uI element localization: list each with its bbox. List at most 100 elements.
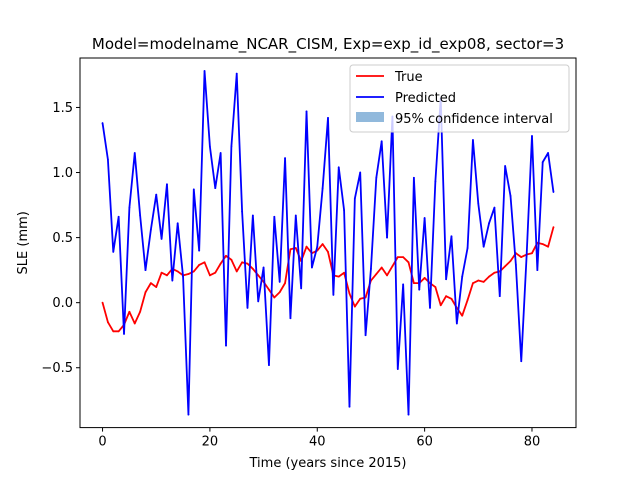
point-true-19 (203, 261, 206, 264)
point-predicted-69 (472, 139, 474, 141)
chart-title: Model=modelname_NCAR_CISM, Exp=exp_id_ex… (92, 35, 564, 54)
point-predicted-35 (289, 317, 292, 320)
point-predicted-26 (241, 210, 244, 213)
point-predicted-10 (155, 193, 158, 196)
point-predicted-15 (182, 275, 184, 278)
point-true-38 (305, 245, 308, 248)
point-true-2 (112, 330, 115, 333)
x-tick-label: 80 (524, 435, 541, 450)
point-predicted-21 (214, 187, 217, 190)
point-true-32 (273, 296, 276, 299)
point-true-65 (450, 297, 453, 300)
point-predicted-13 (171, 279, 174, 282)
legend: True Predicted 95% confidence interval (349, 64, 570, 133)
point-predicted-7 (139, 214, 142, 217)
point-predicted-38 (305, 110, 308, 113)
point-true-57 (407, 261, 410, 264)
point-predicted-48 (359, 171, 362, 174)
point-true-6 (133, 322, 136, 325)
point-predicted-16 (187, 413, 190, 416)
point-predicted-82 (541, 161, 544, 164)
point-predicted-0 (101, 122, 104, 124)
point-true-44 (337, 275, 340, 278)
point-true-25 (235, 270, 238, 273)
point-true-64 (445, 295, 447, 298)
point-true-63 (439, 304, 442, 307)
axes-frame (79, 57, 577, 429)
point-true-24 (230, 258, 233, 261)
point-predicted-19 (203, 70, 206, 72)
point-true-67 (461, 314, 464, 317)
point-true-17 (192, 270, 195, 273)
point-predicted-74 (498, 295, 501, 298)
point-true-72 (488, 275, 490, 278)
point-true-41 (321, 243, 324, 246)
point-true-48 (359, 297, 362, 300)
point-true-22 (219, 262, 222, 265)
point-true-0 (101, 301, 104, 304)
point-true-71 (482, 280, 485, 283)
y-tick-label: 0.0 (52, 296, 73, 311)
legend-box (349, 64, 570, 133)
point-predicted-57 (407, 413, 410, 416)
point-predicted-29 (257, 300, 260, 303)
point-true-51 (375, 273, 378, 275)
point-predicted-80 (531, 135, 533, 137)
point-true-73 (493, 271, 496, 274)
point-true-8 (144, 291, 147, 294)
x-tick-label: 60 (416, 435, 433, 450)
point-true-29 (257, 274, 260, 277)
point-predicted-28 (251, 214, 254, 217)
x-tick-label: 0 (98, 435, 106, 450)
point-predicted-64 (445, 278, 447, 281)
point-true-23 (225, 254, 227, 257)
point-predicted-72 (488, 222, 490, 225)
point-predicted-17 (192, 188, 195, 191)
point-predicted-55 (396, 368, 399, 370)
y-tick-label: 1.0 (52, 166, 73, 181)
point-true-58 (412, 282, 415, 285)
point-predicted-4 (123, 333, 125, 335)
point-predicted-84 (552, 191, 555, 193)
point-true-5 (128, 310, 131, 313)
point-predicted-78 (520, 360, 523, 363)
x-tick-label: 20 (202, 435, 219, 450)
point-predicted-81 (536, 269, 539, 272)
point-true-16 (187, 273, 190, 275)
point-predicted-30 (262, 266, 265, 269)
point-predicted-83 (547, 152, 549, 154)
point-predicted-73 (493, 206, 496, 209)
point-true-56 (402, 256, 405, 259)
point-true-27 (246, 262, 249, 265)
point-true-33 (278, 291, 281, 294)
series-true (101, 226, 555, 333)
point-predicted-79 (525, 254, 528, 257)
point-predicted-9 (149, 228, 152, 231)
point-predicted-47 (353, 197, 356, 200)
point-predicted-44 (337, 166, 340, 169)
point-predicted-32 (273, 215, 276, 218)
point-true-52 (380, 266, 383, 269)
point-true-84 (552, 226, 555, 229)
point-true-28 (251, 267, 254, 270)
point-true-82 (541, 243, 544, 246)
point-true-34 (284, 282, 286, 285)
point-predicted-34 (284, 157, 286, 160)
x-tick-label: 40 (309, 435, 326, 450)
point-true-70 (477, 279, 480, 282)
point-predicted-60 (423, 217, 426, 219)
point-true-55 (396, 256, 399, 259)
point-true-14 (176, 270, 179, 273)
point-predicted-50 (370, 267, 372, 270)
point-predicted-45 (343, 209, 345, 212)
point-predicted-37 (300, 287, 303, 290)
legend-ci-patch (356, 112, 384, 122)
point-predicted-14 (176, 222, 179, 225)
point-predicted-66 (455, 322, 458, 325)
y-tick-label: 1.5 (52, 101, 73, 116)
point-true-12 (166, 274, 168, 277)
point-true-54 (391, 265, 394, 268)
point-true-10 (155, 286, 158, 288)
point-true-7 (139, 310, 142, 313)
point-true-78 (520, 256, 523, 259)
